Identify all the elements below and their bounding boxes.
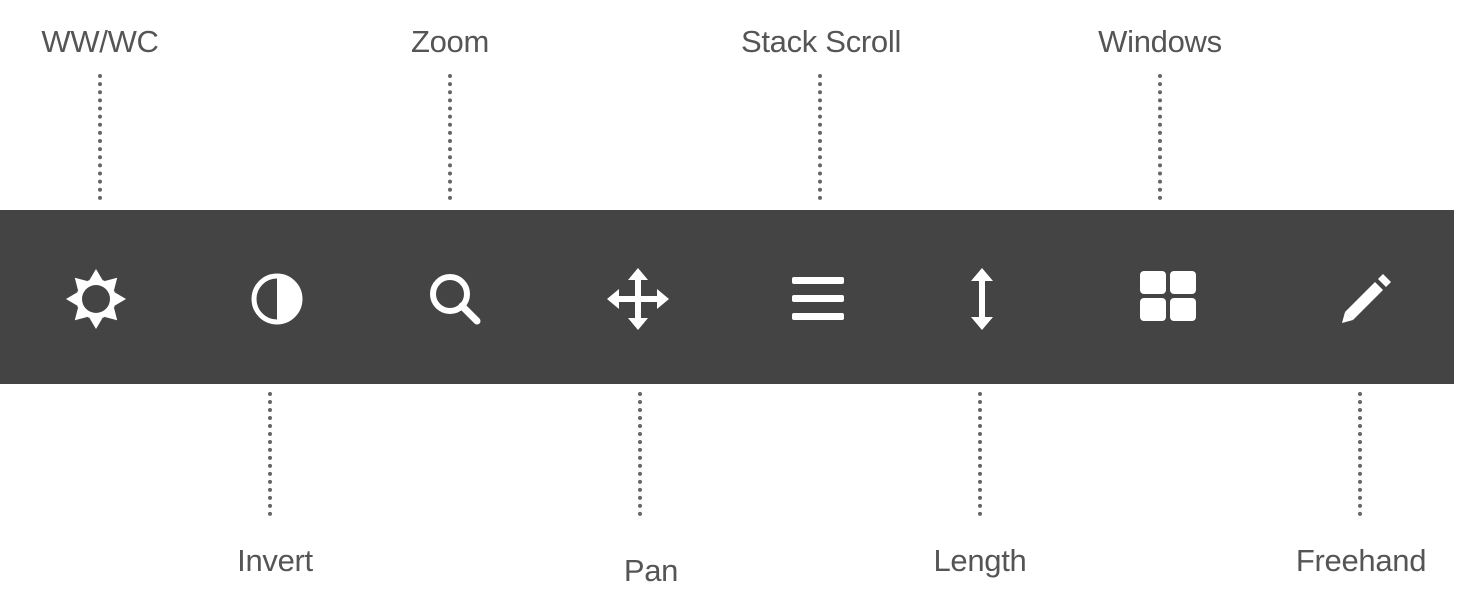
label-wwwc: WW/WC: [41, 24, 159, 59]
leader-line-windows: [1158, 74, 1162, 200]
leader-line-freehand: [1358, 392, 1362, 516]
leader-line-invert: [268, 392, 272, 516]
search-icon: [430, 274, 481, 325]
leader-line-wwwc: [98, 74, 102, 200]
tool-button-zoom[interactable]: [423, 267, 487, 331]
label-freehand: Freehand: [1295, 543, 1427, 578]
grid-icon: [1140, 271, 1196, 321]
leader-line-stack-scroll: [818, 74, 822, 200]
arrows-move-icon: [607, 268, 669, 330]
tool-button-pan[interactable]: [606, 267, 670, 331]
label-windows: Windows: [1098, 24, 1222, 59]
bars-icon: [792, 277, 844, 320]
pencil-icon: [1342, 274, 1391, 323]
label-zoom: Zoom: [410, 24, 490, 59]
leader-line-zoom: [448, 74, 452, 200]
label-pan: Pan: [623, 553, 679, 588]
leader-line-length: [978, 392, 982, 516]
sun-icon: [66, 269, 126, 329]
tool-button-length[interactable]: [950, 267, 1014, 331]
tool-button-wwwc[interactable]: [64, 267, 128, 331]
label-stack-scroll: Stack Scroll: [740, 24, 902, 59]
vertical-arrows-icon: [971, 268, 993, 330]
label-length: Length: [933, 543, 1027, 578]
tool-button-windows[interactable]: [1136, 267, 1200, 331]
half-circle-icon: [251, 273, 303, 325]
toolbar: [0, 210, 1454, 384]
tool-button-invert[interactable]: [245, 267, 309, 331]
tool-button-stack-scroll[interactable]: [786, 267, 850, 331]
tool-button-freehand[interactable]: [1334, 267, 1398, 331]
leader-line-pan: [638, 392, 642, 516]
label-invert: Invert: [237, 543, 313, 578]
